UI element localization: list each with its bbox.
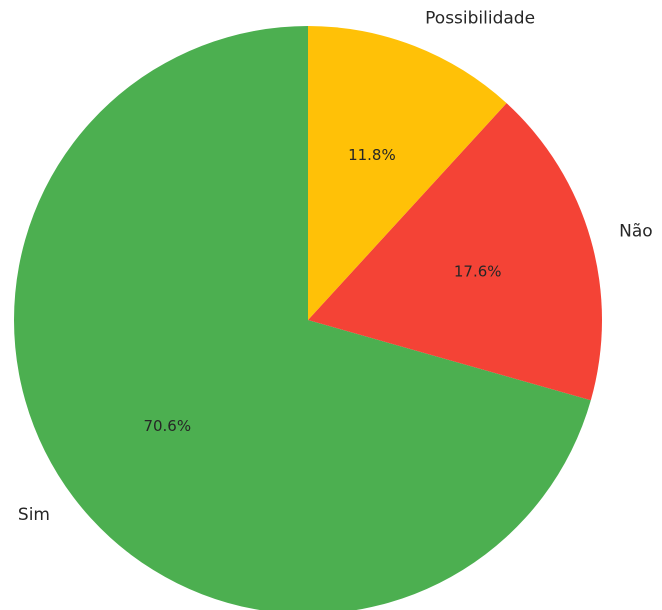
pie-value-label-sim: 70.6% [143,417,191,435]
pie-value-label-possibilidade: 11.8% [348,146,396,164]
pie-category-label-sim: Sim [18,505,50,525]
pie-category-label-possibilidade: Possibilidade [425,9,535,29]
pie-slice-sim [14,26,591,610]
pie-category-label-nao: Não [619,222,653,242]
pie-slice-nao [308,103,602,401]
pie-slice-possibilidade [308,26,507,320]
pie-value-label-nao: 17.6% [454,262,502,280]
